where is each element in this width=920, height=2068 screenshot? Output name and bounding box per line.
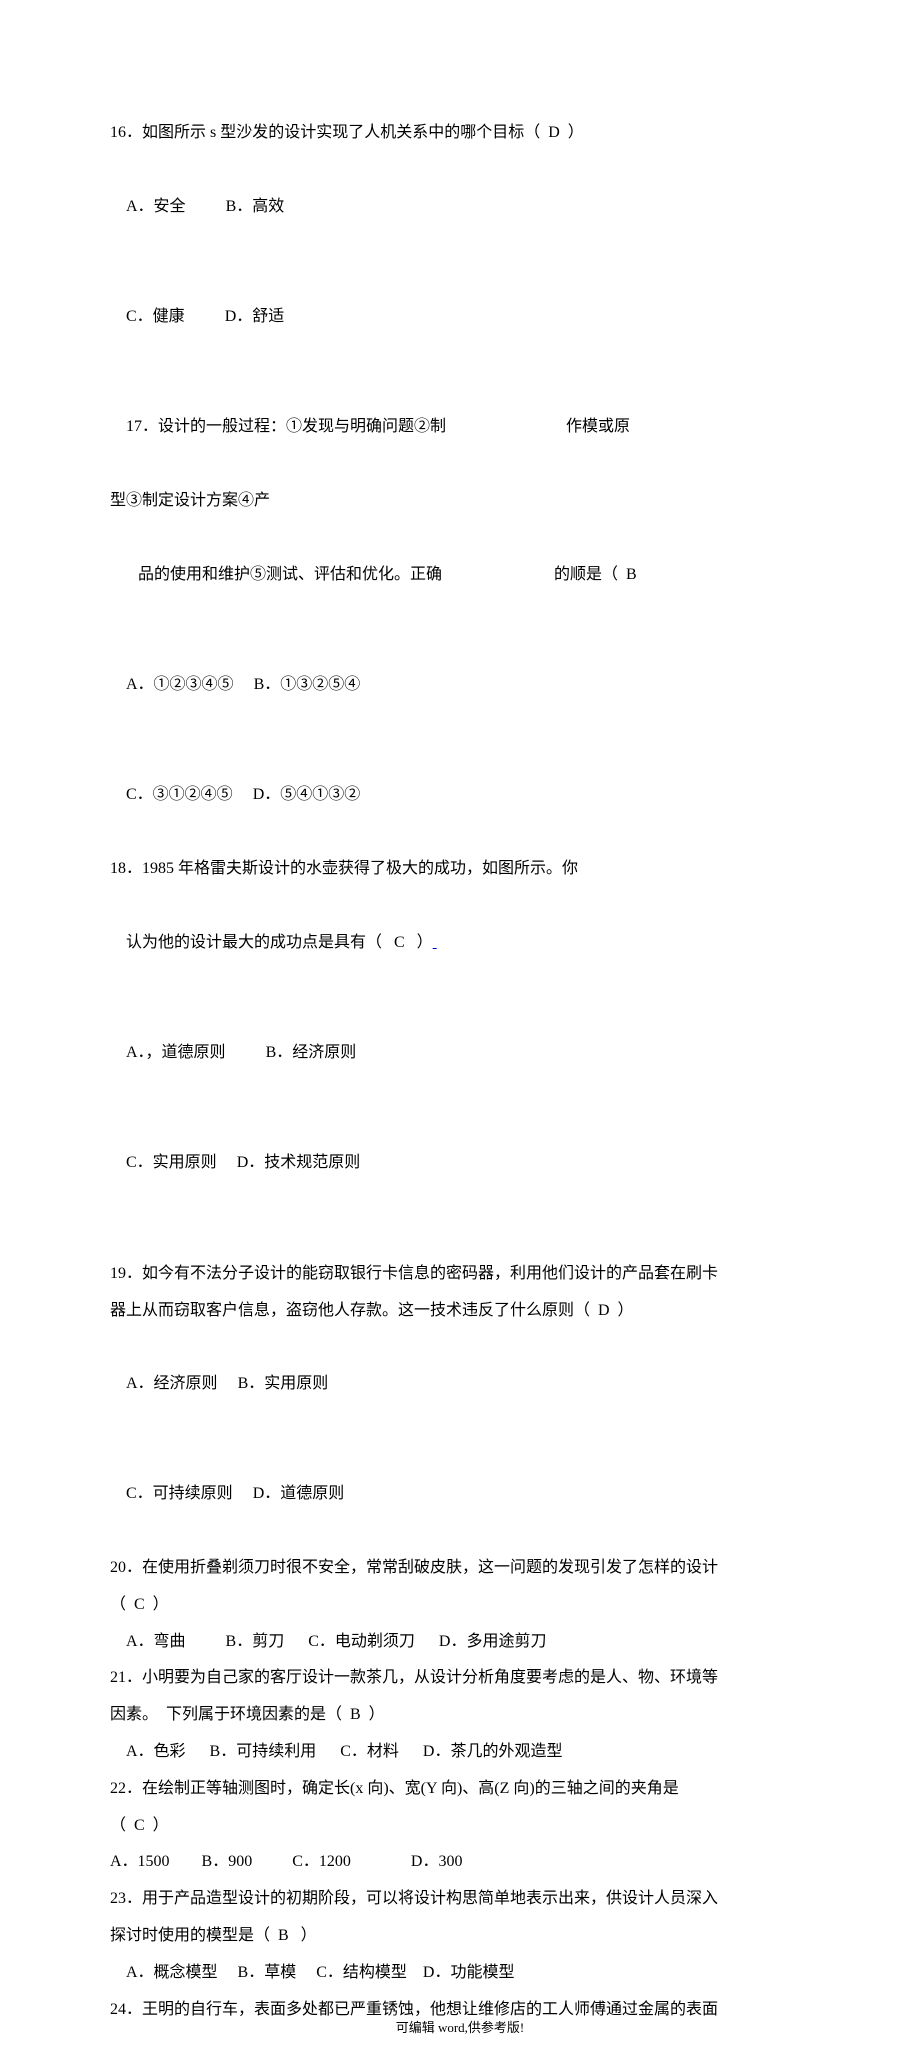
q19-row-ab: A．经济原则 B．实用原则 [110,1329,810,1439]
gap [186,198,226,215]
q17-opt-a: A．①②③④⑤ [126,676,234,693]
q19-opt-a: A．经济原则 [126,1375,218,1392]
q17-stem-3-right: 的顺是（ B [554,566,637,583]
q17-stem-1-right: 作模或原 [566,418,630,435]
q19-opt-c: C．可持续原则 [126,1485,233,1502]
q19-row-cd: C．可持续原则 D．道德原则 [110,1440,810,1550]
gap [185,308,225,325]
q17-row-cd: C．③①②④⑤ D．⑤④①③② [110,741,810,851]
gap [226,1044,266,1061]
q22-options: A．1500 B．900 C．1200 D．300 [110,1844,810,1881]
q23-options: A．概念模型 B．草模 C．结构模型 D．功能模型 [110,1955,810,1992]
q23-stem-line1: 23．用于产品造型设计的初期阶段，可以将设计构思简单地表示出来，供设计人员深入 [110,1881,810,1918]
q17-opt-b: B．①③②⑤④ [254,676,361,693]
blank-line [110,1219,810,1256]
q18-opt-c: C．实用原则 [126,1154,217,1171]
q23-stem-line2: 探讨时使用的模型是（ B ） [110,1918,810,1955]
q17-opt-d: D．⑤④①③② [253,786,361,803]
q16-opt-d: D．舒适 [225,308,285,325]
q19-opt-b: B．实用原则 [238,1375,329,1392]
q21-stem-line2: 因素。 下列属于环境因素的是（ B ） [110,1697,810,1734]
q20-stem-line2: （ C ） [110,1587,810,1624]
q18-opt-a: A．，道德原则 [126,1044,226,1061]
q18-row-ab: A．，道德原则 B．经济原则 [110,998,810,1108]
gap [233,1485,253,1502]
q16-opt-b: B．高效 [226,198,285,215]
q20-options: A．弯曲 B．剪刀 C．电动剃须刀 D．多用途剪刀 [110,1624,810,1661]
q21-options: A．色彩 B．可持续利用 C．材料 D．茶几的外观造型 [110,1734,810,1771]
q19-stem-line1: 19．如今有不法分子设计的能窃取银行卡信息的密码器，利用他们设计的产品套在刷卡 [110,1256,810,1293]
gap [233,786,253,803]
q19-opt-d: D．道德原则 [253,1485,345,1502]
q18-row-cd: C．实用原则 D．技术规范原则 [110,1109,810,1219]
q17-stem-3-left: 品的使用和维护⑤测试、评估和优化。正确 [126,566,442,583]
q17-row-ab: A．①②③④⑤ B．①③②⑤④ [110,630,810,740]
q18-stem-line2: 认为他的设计最大的成功点是具有（ C ） [110,888,810,998]
q22-stem-line2: （ C ） [110,1808,810,1845]
q18-stem-line1: 18．1985 年格雷夫斯设计的水壶获得了极大的成功，如图所示。你 [110,851,810,888]
q17-opt-c: C．③①②④⑤ [126,786,233,803]
gap [442,566,554,583]
q16-opt-c: C．健康 [126,308,185,325]
q18-underline [433,934,437,951]
q16-opt-a: A．安全 [126,198,186,215]
q17-stem-line2: 型③制定设计方案④产 [110,483,810,520]
q21-stem-line1: 21．小明要为自己家的客厅设计一款茶几，从设计分析角度要考虑的是人、物、环境等 [110,1660,810,1697]
q18-opt-d: D．技术规范原则 [237,1154,361,1171]
q17-stem-line3: 品的使用和维护⑤测试、评估和优化。正确 的顺是（ B [110,520,810,630]
gap [446,418,566,435]
q17-stem-line1: 17．设计的一般过程：①发现与明确问题②制 作模或原 [110,373,810,483]
q17-stem-1-left: 17．设计的一般过程：①发现与明确问题②制 [126,418,446,435]
q22-stem-line1: 22．在绘制正等轴测图时，确定长(x 向)、宽(Y 向)、高(Z 向)的三轴之间… [110,1771,810,1808]
q20-stem-line1: 20．在使用折叠剃须刀时很不安全，常常刮破皮肤，这一问题的发现引发了怎样的设计 [110,1550,810,1587]
gap [234,676,254,693]
document-page: 16．如图所示 s 型沙发的设计实现了人机关系中的哪个目标（ D ） A．安全 … [0,0,920,2068]
gap [218,1375,238,1392]
gap [217,1154,237,1171]
q18-stem-2a: 认为他的设计最大的成功点是具有（ C ） [126,934,433,951]
q18-opt-b: B．经济原则 [266,1044,357,1061]
page-footer: 可编辑 word,供参考版! [0,2017,920,2036]
q19-stem-line2: 器上从而窃取客户信息，盗窃他人存款。这一技术违反了什么原则（ D ） [110,1293,810,1330]
q16-stem: 16．如图所示 s 型沙发的设计实现了人机关系中的哪个目标（ D ） [110,115,810,152]
q16-row-ab: A．安全 B．高效 [110,152,810,262]
q16-row-cd: C．健康 D．舒适 [110,262,810,372]
